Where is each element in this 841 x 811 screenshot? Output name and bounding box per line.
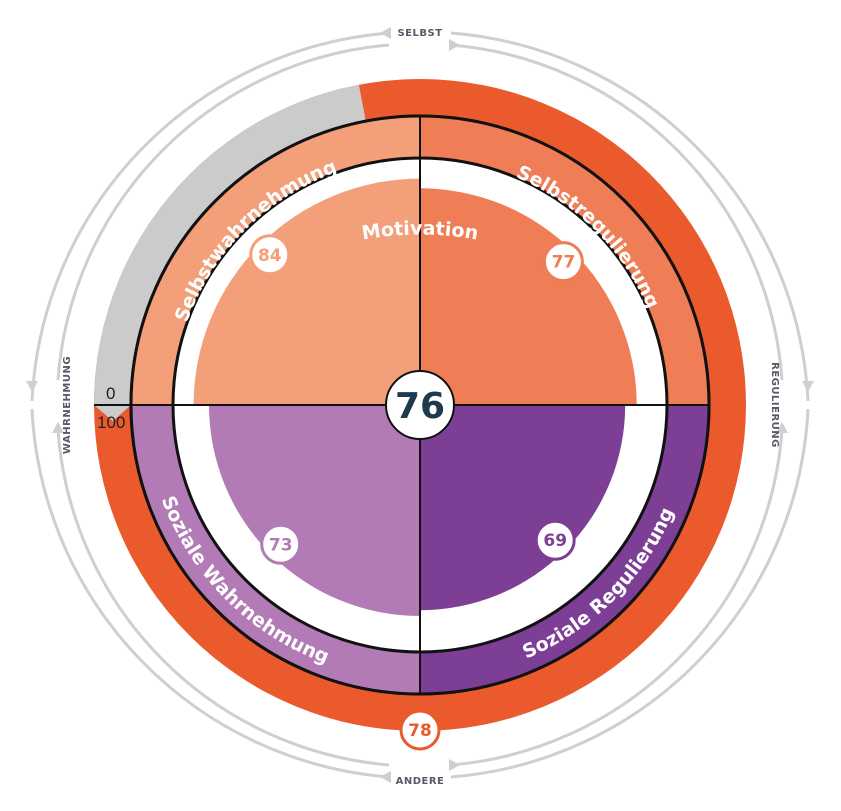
guide-arc-bottom-left bbox=[30, 408, 390, 779]
guide-arc-inner-top-left bbox=[56, 43, 390, 381]
value-badge-circle bbox=[542, 241, 584, 283]
arrow-head-icon bbox=[380, 771, 391, 783]
value-badge-top-left: 84 bbox=[258, 246, 282, 266]
guide-arc-inner-bottom-left bbox=[56, 429, 390, 767]
wedge-soziale-regulierung bbox=[420, 405, 626, 611]
value-badge-circle bbox=[260, 523, 302, 565]
value-badge-bottom-left: 73 bbox=[269, 535, 293, 555]
axis-label-right: REGULIERUNG bbox=[769, 362, 780, 448]
overall-score-value: 76 bbox=[395, 386, 445, 427]
arrow-head-icon bbox=[802, 381, 814, 392]
guide-arc-top-left bbox=[30, 31, 390, 402]
axis-label-left: WAHRNEHMUNG bbox=[62, 356, 73, 454]
outer-ring-badge-value: 78 bbox=[408, 721, 432, 741]
arrow-head-icon bbox=[449, 759, 460, 771]
arrow-head-icon bbox=[449, 39, 460, 51]
value-badge-circle bbox=[249, 234, 291, 276]
value-badges: 84 77 69 73 78 bbox=[249, 234, 584, 751]
guide-arc-inner-bottom-right bbox=[450, 429, 784, 767]
wedge-selbstwahrnehmung bbox=[193, 178, 420, 405]
axis-label-right-text: REGULIERUNG bbox=[769, 362, 780, 448]
wedge-soziale-wahrnehmung bbox=[209, 405, 420, 616]
axis-label-top: SELBST bbox=[397, 28, 442, 39]
overall-score: 76 bbox=[385, 370, 455, 440]
guide-arc-top-right bbox=[450, 31, 810, 402]
value-badge-top-right: 77 bbox=[552, 253, 576, 273]
value-badge-circle bbox=[534, 519, 576, 561]
outer-ring-badge-circle bbox=[399, 709, 441, 751]
wedge-selbstregulierung bbox=[420, 188, 637, 405]
arrow-head-icon bbox=[380, 27, 391, 39]
overall-score-circle bbox=[385, 370, 455, 440]
axis-label-bottom: ANDERE bbox=[396, 776, 445, 787]
axis-label-left-text: WAHRNEHMUNG bbox=[62, 356, 73, 454]
guide-arc-bottom-right bbox=[450, 408, 810, 779]
arrow-head-icon bbox=[52, 422, 64, 433]
outer-ring-remainder bbox=[94, 84, 366, 422]
scale-min-label: 0 bbox=[106, 384, 115, 403]
arrow-head-icon bbox=[776, 422, 788, 433]
value-badge-bottom-right: 69 bbox=[543, 531, 567, 551]
arrow-head-icon bbox=[26, 381, 38, 392]
scale-max-label: 100 bbox=[97, 413, 125, 432]
guide-arc-inner-top-right bbox=[450, 43, 784, 381]
direction-guides bbox=[26, 27, 814, 783]
